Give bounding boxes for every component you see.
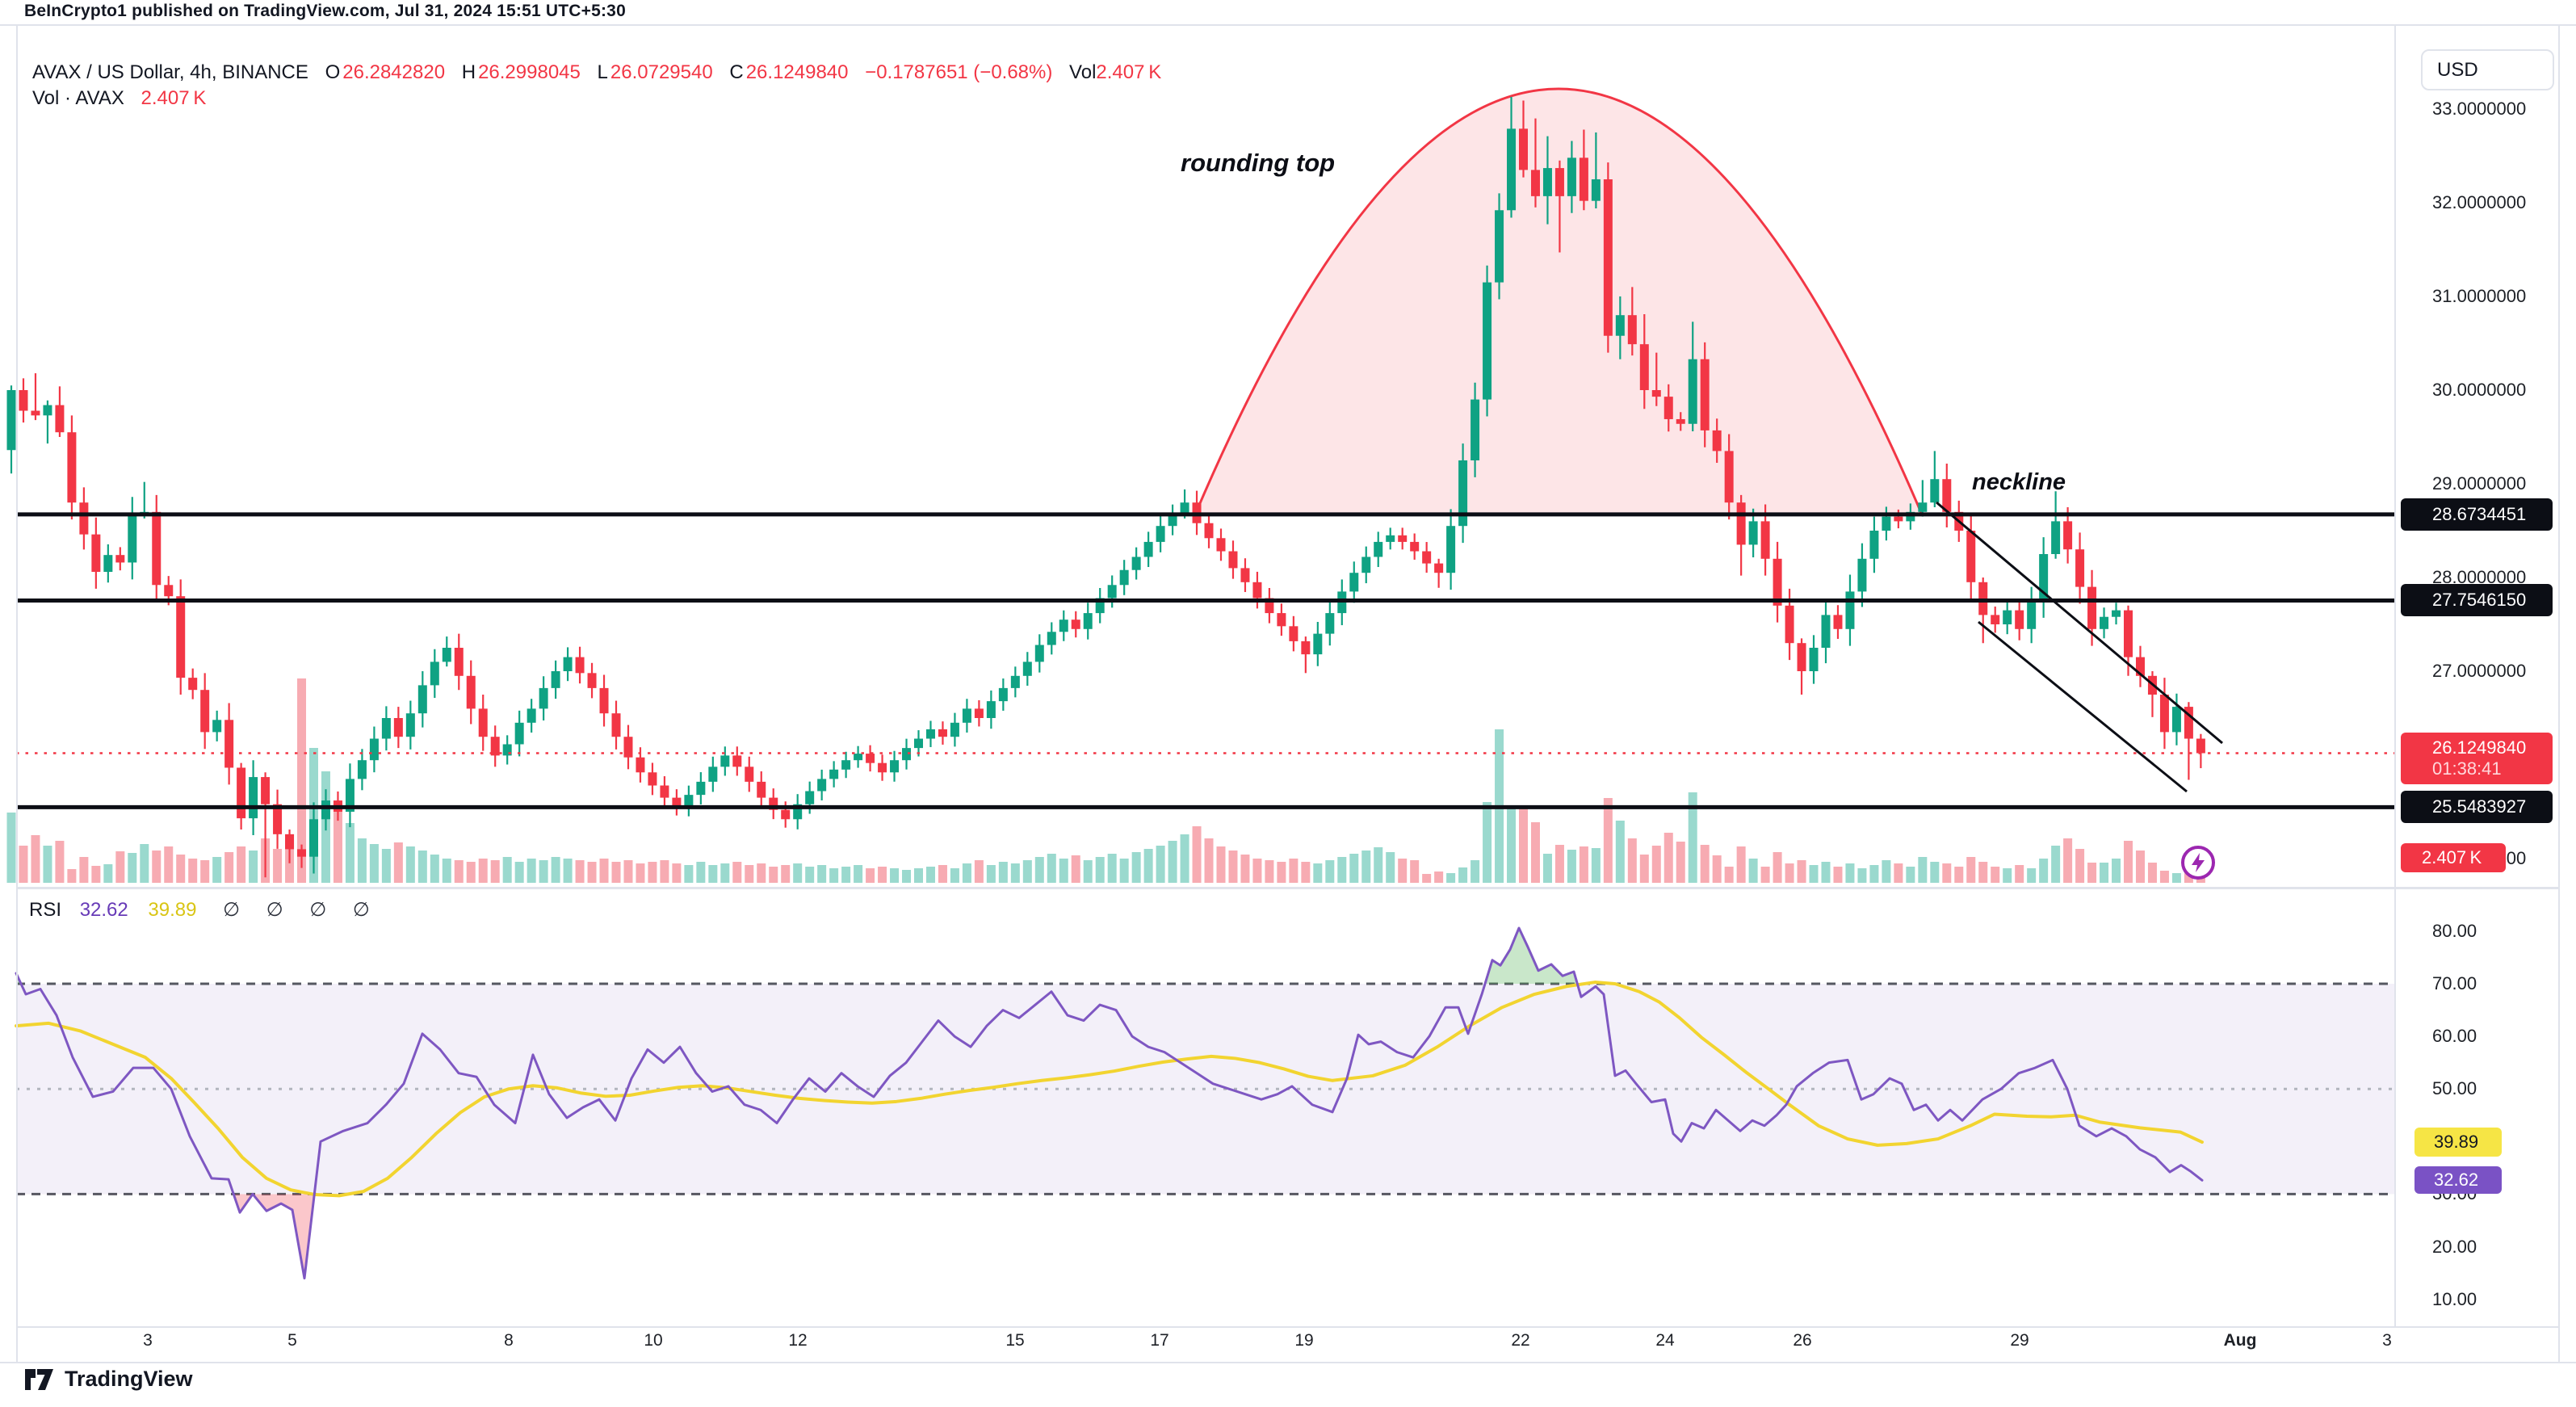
rsi-tick-label: 10.00: [2432, 1288, 2477, 1309]
volume-label: Vol: [1069, 61, 1097, 83]
date-tick-label: 12: [788, 1331, 808, 1350]
price-tick-label: 31.0000000: [2432, 286, 2527, 306]
low-label: L: [597, 61, 608, 83]
volume-axis-badge: 2.407 K: [2401, 843, 2506, 872]
rsi-tick-label: 80.00: [2432, 920, 2477, 941]
close-value: 26.1249840: [745, 61, 849, 83]
currency-button[interactable]: USD: [2421, 49, 2554, 90]
date-tick-label: 19: [1294, 1331, 1314, 1350]
card-right-border: [2558, 24, 2560, 1362]
price-tick-label: 30.0000000: [2432, 380, 2527, 400]
high-value: 26.2998045: [478, 61, 581, 83]
date-tick-label: 15: [1005, 1331, 1025, 1350]
open-label: O: [325, 61, 341, 83]
current-price-value: 26.1249840: [2432, 737, 2527, 758]
card-bottom-border: [0, 1362, 2576, 1363]
date-tick-label: 29: [2010, 1331, 2029, 1350]
empty-set-icon: ∅: [223, 899, 241, 921]
low-value: 26.0729540: [610, 61, 713, 83]
volume-legend: Vol · AVAX 2.407 K: [32, 87, 206, 110]
price-tick-label: 27.0000000: [2432, 661, 2527, 681]
rsi-ma-badge: 39.89: [2414, 1128, 2502, 1157]
price-tick-label: 32.0000000: [2432, 192, 2527, 212]
published-header: BeInCrypto1 published on TradingView.com…: [24, 2, 626, 20]
rsi-tick-label: 70.00: [2432, 973, 2477, 993]
flash-icon[interactable]: [2180, 844, 2217, 881]
empty-set-icon: ∅: [266, 899, 283, 921]
level-badge-25.54: 25.5483927: [2401, 791, 2553, 824]
level-badge-28.67: 28.6734451: [2401, 498, 2553, 531]
date-tick-label: 24: [1655, 1331, 1675, 1350]
date-tick-label: 8: [504, 1331, 514, 1350]
date-axis-divider: [16, 1326, 2558, 1328]
tradingview-logo[interactable]: TradingView: [24, 1367, 193, 1392]
rsi-tick-label: 50.00: [2432, 1078, 2477, 1099]
pane-divider[interactable]: [16, 887, 2558, 889]
rsi-legend: RSI 32.62 39.89 ∅ ∅ ∅ ∅: [29, 898, 370, 922]
open-value: 26.2842820: [342, 61, 446, 83]
change-value: −0.1787651 (−0.68%): [865, 61, 1053, 83]
neckline-annotation: neckline: [1972, 469, 2066, 495]
empty-set-icon: ∅: [352, 899, 370, 921]
rsi-ma-value: 39.89: [148, 899, 197, 921]
price-tick-label: 29.0000000: [2432, 473, 2527, 494]
price-tick-label: 33.0000000: [2432, 99, 2527, 119]
date-tick-label: 22: [1511, 1331, 1530, 1350]
volume-indicator-value: 2.407 K: [141, 87, 207, 109]
symbol-title[interactable]: AVAX / US Dollar, 4h, BINANCE: [32, 61, 308, 83]
volume-indicator-title[interactable]: Vol · AVAX: [32, 87, 124, 109]
rsi-tick-label: 20.00: [2432, 1236, 2477, 1257]
header-divider: [0, 24, 2576, 26]
tradingview-mark-icon: [25, 1368, 53, 1390]
high-label: H: [461, 61, 476, 83]
tradingview-wordmark: TradingView: [65, 1367, 193, 1391]
date-tick-label: 5: [287, 1331, 297, 1350]
chart-legend: AVAX / US Dollar, 4h, BINANCE O 26.284282…: [32, 61, 1161, 84]
rsi-current-value: 32.62: [79, 899, 128, 921]
date-tick-label: 3: [2382, 1331, 2392, 1350]
card-left-border: [16, 24, 18, 1362]
rounding-top-annotation: rounding top: [1181, 149, 1336, 177]
date-tick-label: 3: [143, 1331, 153, 1350]
rsi-title[interactable]: RSI: [29, 899, 62, 921]
current-price-badge: 26.1249840 01:38:41: [2401, 732, 2553, 784]
date-tick-label: Aug: [2223, 1331, 2257, 1350]
candle-countdown: 01:38:41: [2432, 758, 2502, 779]
price-axis-separator[interactable]: [2394, 24, 2396, 1326]
close-label: C: [729, 61, 744, 83]
empty-set-icon: ∅: [309, 899, 327, 921]
date-tick-label: 17: [1150, 1331, 1169, 1350]
volume-value: 2.407 K: [1096, 61, 1162, 83]
rsi-tick-label: 60.00: [2432, 1026, 2477, 1047]
price-tick-label: 28.0000000: [2432, 567, 2527, 587]
level-badge-27.75: 27.7546150: [2401, 584, 2553, 617]
rsi-value-badge: 32.62: [2414, 1166, 2502, 1194]
date-tick-label: 26: [1793, 1331, 1812, 1350]
date-tick-label: 10: [644, 1331, 663, 1350]
